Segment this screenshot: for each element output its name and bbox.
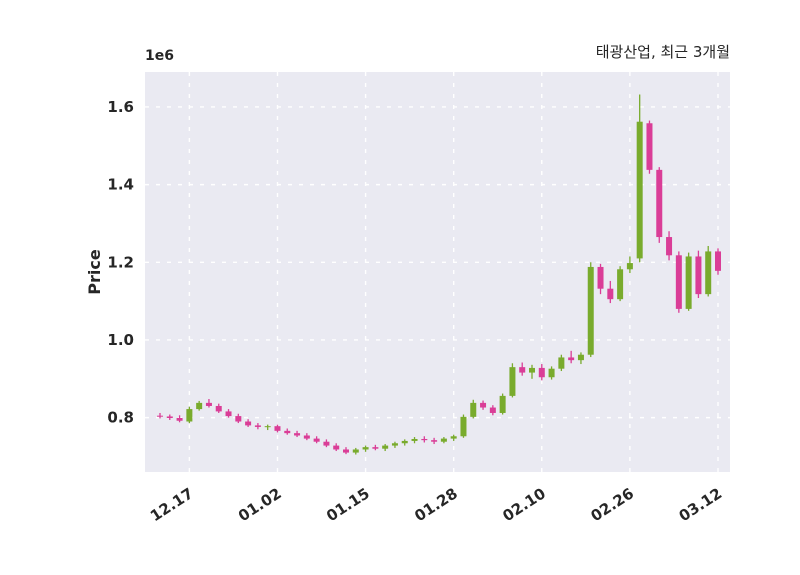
candle-body xyxy=(519,367,526,373)
candle-body xyxy=(333,445,340,450)
candle-body xyxy=(450,436,457,439)
x-tick-label: 03.12 xyxy=(676,484,726,525)
x-tick-label: 02.10 xyxy=(499,484,549,525)
plot-generated-layer: 0.8 1.0 1.2 1.4 1.6 12.17 01.02 01.15 01.28 02.10… xyxy=(107,72,730,525)
candle-body xyxy=(284,430,291,434)
candle-body xyxy=(157,415,163,417)
candle-body xyxy=(235,416,242,422)
candle-body xyxy=(529,367,535,373)
candle-body xyxy=(499,395,506,413)
candle-body xyxy=(587,266,594,355)
candle-body xyxy=(675,255,682,309)
y-tick-label: 1.4 xyxy=(107,176,134,194)
candle-body xyxy=(538,367,545,378)
candle-body xyxy=(617,269,624,300)
candle-body xyxy=(264,426,271,428)
candle-body xyxy=(685,256,692,309)
candle-body xyxy=(313,438,320,442)
candle-body xyxy=(489,407,496,413)
candle-body xyxy=(666,237,673,256)
candle-body xyxy=(548,368,555,378)
candle-body xyxy=(431,440,438,442)
candle-body xyxy=(421,438,428,441)
x-tick-label: 12.17 xyxy=(147,484,197,525)
candle-body xyxy=(597,266,604,289)
candle-body xyxy=(460,416,467,437)
candle-body xyxy=(176,418,183,421)
candle-body xyxy=(509,367,516,396)
candle-body xyxy=(470,402,477,417)
candle-body xyxy=(480,402,487,408)
x-tick-label: 01.15 xyxy=(323,484,373,525)
y-tick-label: 1.6 xyxy=(107,98,134,116)
candle-body xyxy=(391,443,398,446)
chart-title: 태광산업, 최근 3개월 xyxy=(596,43,730,61)
candle-body xyxy=(715,251,721,271)
y-tick-label: 1.2 xyxy=(107,253,134,271)
candle-body xyxy=(705,251,712,295)
y-tick-label: 1.0 xyxy=(107,331,134,349)
candle-body xyxy=(577,354,584,361)
candle-body xyxy=(440,438,447,442)
candle-body xyxy=(401,440,408,444)
candle-body xyxy=(352,449,359,453)
candle-body xyxy=(382,445,389,449)
candle-body xyxy=(225,411,232,417)
candle-body xyxy=(166,416,173,419)
candle-body xyxy=(558,357,565,369)
candle-body xyxy=(215,405,222,412)
y-axis-label: Price xyxy=(85,249,104,295)
candle-body xyxy=(254,425,261,427)
candle-body xyxy=(274,426,281,431)
candle-body xyxy=(656,169,663,238)
candle-body xyxy=(695,256,702,295)
candle-body xyxy=(205,402,212,406)
x-tick-label: 01.02 xyxy=(235,484,285,525)
candle-body xyxy=(411,438,418,441)
x-tick-label: 01.28 xyxy=(411,484,461,525)
candle-body xyxy=(636,121,643,259)
candle-body xyxy=(323,441,330,446)
candle-body xyxy=(245,421,252,426)
y-axis-offset-label: 1e6 xyxy=(145,48,174,64)
candle-body xyxy=(646,123,653,170)
candle-body xyxy=(294,433,301,436)
plot-area xyxy=(145,72,730,472)
x-tick-label: 02.26 xyxy=(587,484,637,525)
candle-body xyxy=(607,288,614,300)
candle-body xyxy=(626,263,633,270)
candle-body xyxy=(568,357,575,361)
y-tick-label: 0.8 xyxy=(107,409,134,427)
candle-body xyxy=(196,402,203,410)
candle-body xyxy=(362,447,369,450)
candle-body xyxy=(303,435,310,439)
candle-body xyxy=(372,447,379,449)
candle-body xyxy=(343,449,349,453)
candle-body xyxy=(186,409,193,422)
